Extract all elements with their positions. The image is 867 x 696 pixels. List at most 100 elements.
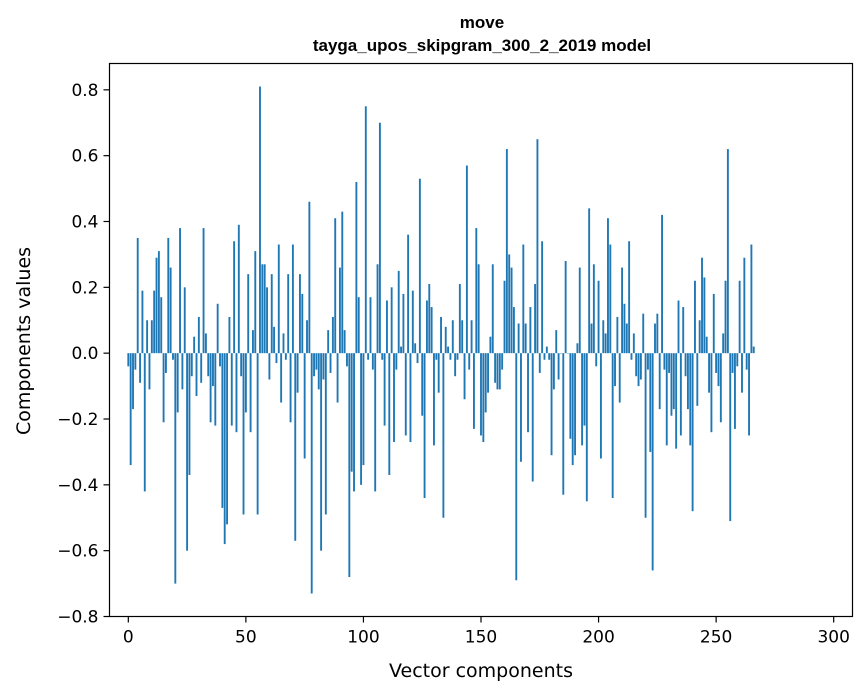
bar: [150, 320, 153, 354]
bar: [637, 353, 640, 387]
bar: [212, 353, 214, 387]
bar: [320, 353, 323, 551]
bar: [609, 244, 612, 354]
bar: [209, 353, 212, 423]
bar: [644, 353, 647, 518]
bar: [630, 353, 633, 360]
bar: [675, 353, 678, 449]
bar: [590, 323, 593, 354]
bar: [701, 257, 703, 354]
bar: [585, 353, 588, 502]
bar: [498, 353, 501, 390]
y-tick-label: −0.4: [57, 476, 98, 496]
bar: [569, 353, 572, 439]
bar: [531, 353, 534, 482]
bar: [724, 280, 727, 354]
bar: [423, 353, 426, 498]
bar: [160, 297, 163, 354]
bar: [496, 353, 499, 390]
bar: [362, 353, 365, 466]
bar: [221, 353, 224, 508]
bar: [329, 353, 332, 373]
bar: [402, 293, 405, 354]
bar: [343, 330, 346, 354]
bar: [376, 264, 379, 354]
bar: [583, 353, 586, 426]
x-tick-label: 50: [235, 628, 257, 648]
bar: [244, 353, 247, 413]
bar: [508, 254, 511, 354]
bar: [204, 333, 207, 354]
bar: [327, 330, 330, 354]
bar: [623, 303, 626, 354]
bar: [268, 353, 271, 380]
bar: [157, 251, 160, 354]
bar: [536, 139, 539, 354]
bar: [146, 320, 149, 354]
bar: [548, 353, 551, 360]
bar: [155, 257, 158, 354]
bar: [689, 353, 692, 446]
bar: [665, 353, 668, 446]
bar: [470, 320, 473, 354]
bar: [534, 284, 537, 354]
bar: [383, 353, 386, 426]
bar: [346, 353, 348, 367]
bar: [193, 336, 196, 354]
bar: [143, 353, 146, 492]
bar: [538, 353, 541, 373]
bar: [632, 333, 635, 354]
bar: [322, 353, 325, 380]
bar: [289, 353, 292, 423]
bar: [341, 211, 344, 354]
bar: [364, 106, 367, 354]
bar: [491, 264, 494, 354]
bar: [172, 353, 174, 360]
x-tick-label: 250: [700, 628, 732, 648]
bar: [529, 307, 532, 354]
bar: [416, 353, 419, 364]
bar: [174, 353, 177, 584]
bar: [729, 353, 732, 522]
bar: [642, 313, 645, 354]
bar: [745, 353, 748, 370]
bar: [249, 353, 252, 433]
bar: [588, 208, 591, 354]
bar: [219, 353, 221, 367]
bar: [228, 316, 231, 354]
bar: [454, 353, 457, 377]
bar: [743, 257, 746, 354]
bar-series: [127, 86, 755, 594]
bar: [524, 323, 527, 354]
bar: [480, 353, 482, 436]
bar: [475, 228, 478, 354]
bar: [240, 353, 243, 377]
bar: [353, 353, 355, 492]
bar: [129, 353, 132, 466]
y-axis-label: Components values: [13, 247, 35, 435]
bar: [451, 320, 454, 354]
bar: [628, 241, 631, 354]
bar: [400, 346, 402, 354]
bar: [484, 353, 487, 413]
bar: [691, 353, 694, 512]
x-tick-label: 300: [817, 628, 849, 648]
bar: [179, 228, 181, 354]
bar: [237, 224, 240, 354]
bar: [360, 353, 363, 485]
bar: [197, 316, 200, 354]
bar: [456, 353, 459, 360]
bar: [684, 353, 687, 377]
x-axis-label: Vector components: [389, 660, 573, 682]
bar: [310, 353, 313, 594]
bar: [181, 353, 184, 390]
chart-title: move: [460, 13, 504, 32]
bar: [428, 284, 431, 354]
bar: [334, 218, 337, 354]
bar: [578, 267, 581, 354]
bar: [712, 293, 715, 354]
y-tick-label: 0.2: [71, 278, 98, 298]
bar: [338, 267, 341, 354]
y-tick-label: 0.0: [71, 344, 98, 364]
bar: [458, 284, 461, 354]
